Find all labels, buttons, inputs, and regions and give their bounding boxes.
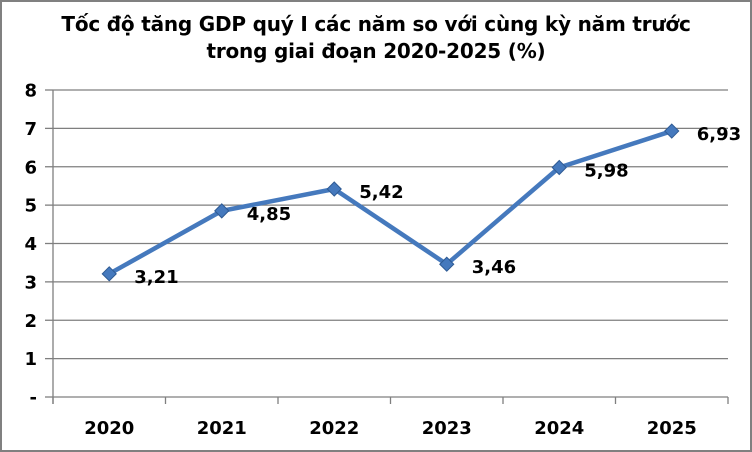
data-label-2024: 5,98 — [584, 161, 628, 182]
chart-title-line-2: trong giai đoạn 2020-2025 (%) — [206, 39, 546, 63]
data-point-marker-2024 — [551, 159, 567, 176]
y-axis-label--: - — [30, 388, 37, 409]
x-axis-label-2025: 2025 — [647, 418, 697, 439]
series-line-gdp — [107, 128, 674, 277]
chart-title-line-1: Tốc độ tăng GDP quý I các năm so với cùn… — [61, 12, 691, 36]
x-axis-label-2021: 2021 — [197, 418, 247, 439]
y-axis-label-5: 5 — [24, 196, 37, 217]
y-axis-label-7: 7 — [24, 119, 37, 140]
x-axis-label-2024: 2024 — [534, 418, 584, 439]
y-axis-label-2: 2 — [24, 311, 37, 332]
data-label-2025: 6,93 — [697, 124, 741, 145]
x-axis-label-2023: 2023 — [422, 418, 472, 439]
data-label-2021: 4,85 — [247, 204, 291, 225]
data-point-marker-2025 — [664, 123, 680, 139]
y-axis-label-3: 3 — [24, 272, 37, 293]
y-axis-label-6: 6 — [24, 157, 37, 178]
chart-title: Tốc độ tăng GDP quý I các năm so với cùn… — [2, 11, 750, 65]
data-label-2022: 5,42 — [359, 182, 403, 203]
y-axis-label-1: 1 — [24, 349, 37, 370]
data-point-marker-2020 — [101, 266, 117, 282]
x-axis-label-2022: 2022 — [309, 418, 359, 439]
y-axis-label-4: 4 — [24, 234, 37, 255]
data-point-marker-2023 — [439, 256, 455, 272]
data-point-marker-2021 — [214, 203, 230, 219]
x-axis-label-2020: 2020 — [84, 418, 134, 439]
data-label-2020: 3,21 — [134, 267, 178, 288]
data-label-2023: 3,46 — [472, 257, 516, 278]
data-point-marker-2022 — [326, 181, 342, 197]
y-axis-label-8: 8 — [24, 81, 37, 102]
